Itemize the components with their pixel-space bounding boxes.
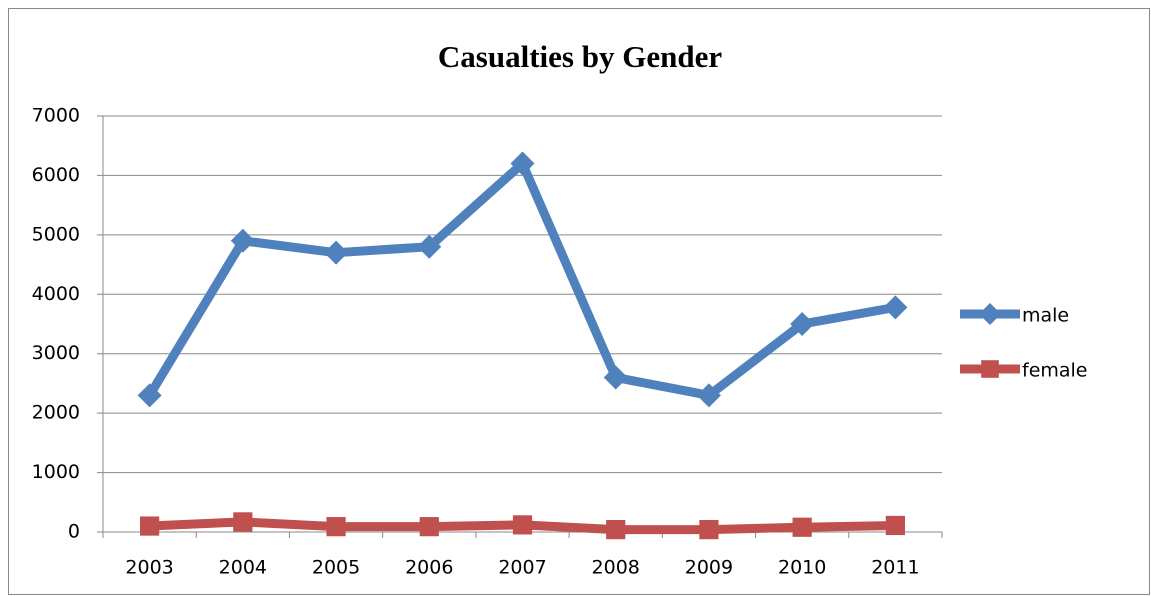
y-tick-label: 2000 [32, 402, 80, 424]
legend-marker [979, 303, 1001, 325]
y-tick-label: 6000 [32, 164, 80, 186]
data-point [885, 515, 905, 536]
y-tick-label: 0 [68, 521, 80, 543]
chart-title: Casualties by Gender [438, 39, 722, 74]
x-tick-label: 2009 [685, 557, 733, 579]
legend-label: female [1022, 360, 1088, 382]
y-tick-label: 7000 [32, 105, 80, 127]
data-point [326, 517, 346, 537]
legend-marker [981, 360, 999, 378]
data-point [696, 383, 721, 408]
data-point [417, 234, 442, 259]
x-tick-label: 2007 [498, 557, 546, 579]
data-point [603, 365, 628, 390]
data-point [140, 516, 160, 536]
y-tick-label: 3000 [32, 342, 80, 364]
data-point [137, 383, 162, 408]
y-tick-label: 1000 [32, 461, 80, 483]
data-point [512, 515, 533, 535]
data-point [790, 312, 815, 336]
y-tick-label: 5000 [32, 223, 80, 245]
data-point [419, 517, 439, 537]
y-tick-label: 4000 [32, 283, 80, 305]
data-point [792, 517, 812, 537]
data-point [699, 520, 719, 540]
x-tick-label: 2010 [778, 557, 826, 579]
data-point [324, 240, 349, 265]
x-tick-label: 2003 [125, 557, 173, 579]
data-point [883, 295, 908, 320]
x-tick-label: 2005 [312, 557, 360, 579]
x-tick-label: 2011 [871, 557, 919, 579]
data-point [606, 520, 626, 540]
x-tick-label: 2006 [405, 557, 453, 579]
data-point [510, 151, 535, 176]
legend-label: male [1022, 305, 1069, 327]
x-tick-label: 2004 [219, 557, 267, 579]
x-tick-label: 2008 [592, 557, 640, 579]
data-point [230, 228, 255, 253]
data-point [233, 512, 253, 532]
